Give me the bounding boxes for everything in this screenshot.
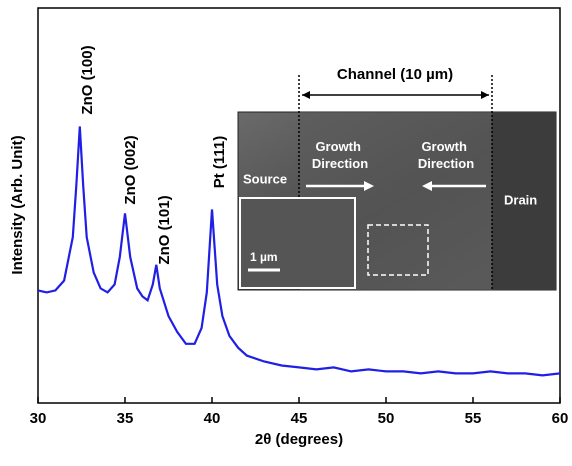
inset-label: Drain (504, 192, 537, 207)
inset-label: Source (243, 171, 287, 186)
x-tick-label: 60 (552, 410, 569, 427)
inset-label: Channel (10 µm) (337, 66, 453, 83)
x-tick-label: 50 (378, 410, 395, 427)
y-axis-label: Intensity (Arb. Unit) (9, 135, 26, 274)
x-tick-label: 35 (117, 410, 134, 427)
chart: 2θ (degrees) Intensity (Arb. Unit) 30 35 4… (0, 0, 572, 461)
x-tick-label: 55 (465, 410, 482, 427)
x-tick-label: 40 (204, 410, 221, 427)
peak-label: ZnO (100) (79, 45, 96, 114)
x-tick-label: 45 (291, 410, 308, 427)
peak-label: ZnO (002) (122, 135, 139, 204)
peak-label: ZnO (101) (156, 195, 173, 264)
zoom-inset (240, 198, 355, 288)
peak-label: Pt (111) (211, 136, 228, 189)
x-axis-label: 2θ (degrees) (255, 431, 343, 448)
x-tick-label: 30 (30, 410, 47, 427)
inset-label: 1 µm (250, 250, 278, 264)
